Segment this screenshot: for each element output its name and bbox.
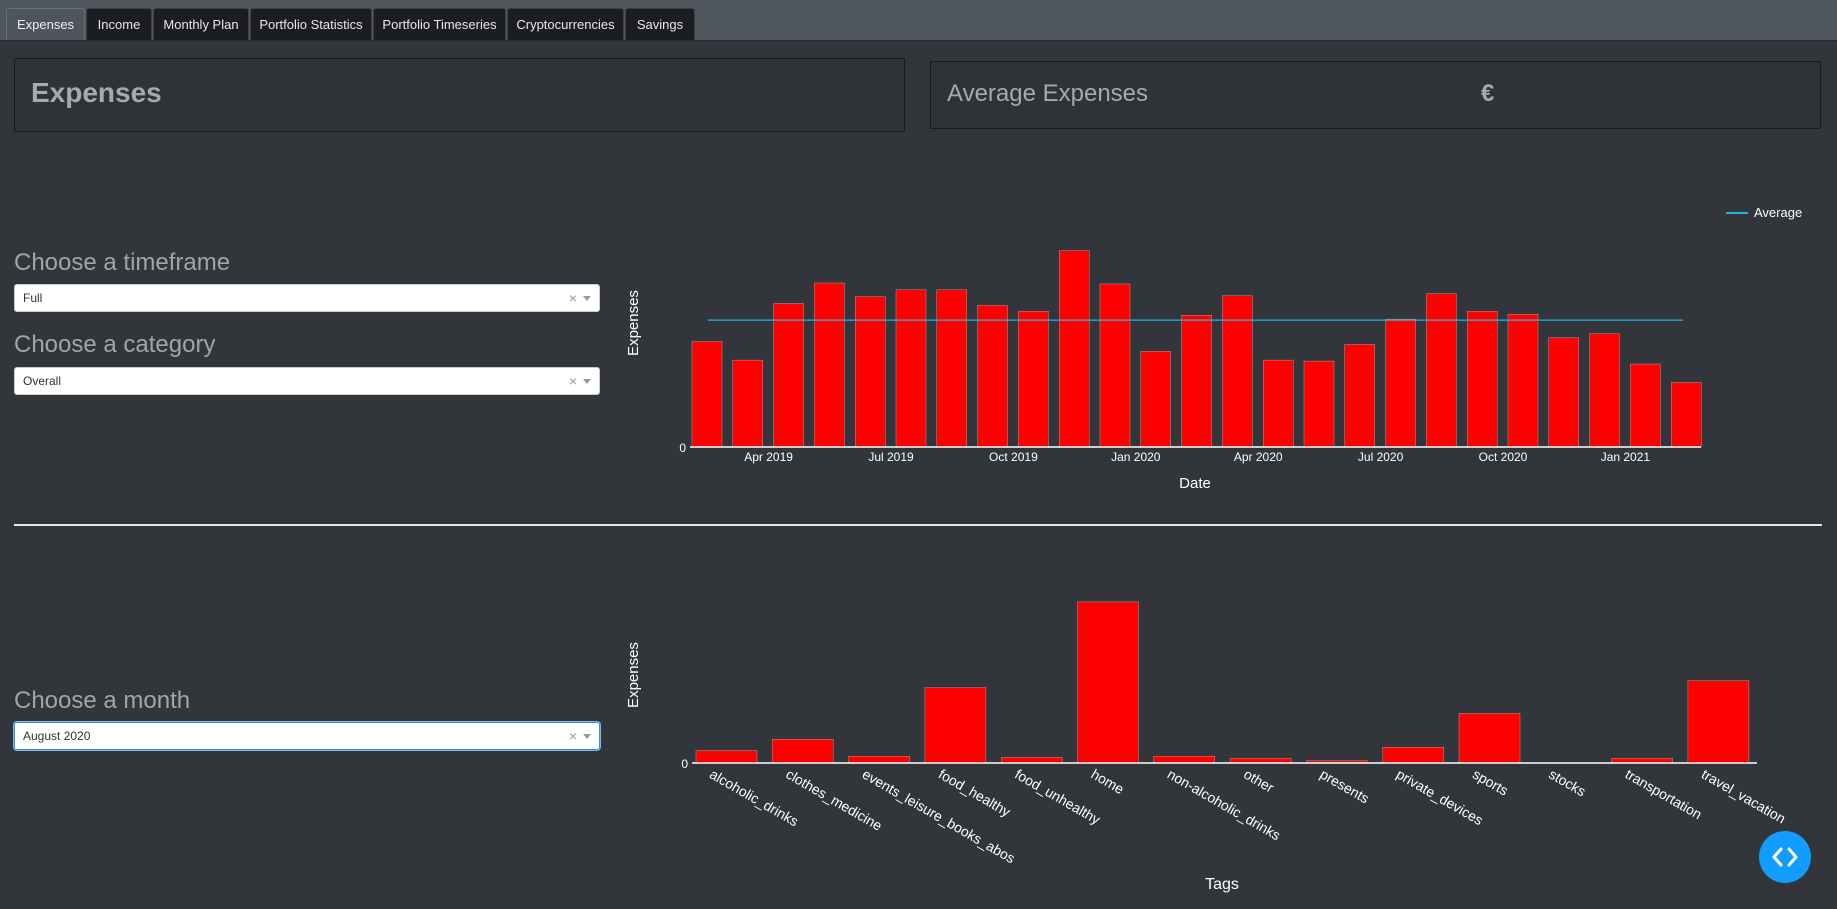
bar[interactable]	[854, 296, 886, 448]
average-expenses-label: Average Expenses	[947, 80, 1149, 107]
bar[interactable]	[1385, 318, 1416, 448]
close-icon[interactable]: ×	[568, 728, 577, 744]
expenses-timeseries-chart[interactable]: Expenses Date 0 Apr 2019 Jul 2019 Oct 2019…	[620, 195, 1820, 505]
expenses-by-tag-chart[interactable]: Expenses Tags 0 alcoholic_drinksclothes_…	[620, 585, 1820, 900]
bar[interactable]	[1687, 680, 1750, 764]
tab-cryptocurrencies[interactable]: Cryptocurrencies	[507, 8, 624, 40]
tab-monthly-plan[interactable]: Monthly Plan	[153, 8, 249, 40]
average-expenses-card: Average Expenses €	[930, 61, 1821, 129]
timeframe-label: Choose a timeframe	[14, 249, 231, 276]
timeframe-value: Full	[23, 291, 43, 305]
bar[interactable]	[1467, 311, 1498, 448]
bar[interactable]	[936, 289, 967, 448]
legend-item-average[interactable]: Average	[1754, 205, 1802, 220]
x-tick-label: Apr 2020	[1234, 450, 1283, 464]
bar[interactable]	[848, 756, 910, 764]
tab-income[interactable]: Income	[86, 8, 152, 40]
y-tick-label: 0	[679, 441, 686, 455]
month-value: August 2020	[23, 729, 91, 743]
bar[interactable]	[691, 341, 723, 448]
bar[interactable]	[1059, 250, 1090, 448]
bar[interactable]	[1458, 713, 1521, 764]
x-axis-label: Date	[1179, 475, 1211, 492]
bar[interactable]	[1222, 295, 1253, 448]
expenses-title-card: Expenses	[14, 58, 905, 132]
y-axis-label: Expenses	[625, 290, 642, 356]
x-tick-label: presents	[1317, 766, 1372, 807]
bar[interactable]	[1263, 359, 1294, 448]
bar[interactable]	[695, 750, 758, 764]
category-label: Choose a category	[14, 331, 216, 358]
code-toggle-button[interactable]	[1759, 831, 1811, 883]
bar[interactable]	[977, 305, 1008, 448]
x-tick-label: home	[1089, 766, 1128, 797]
x-tick-label: Apr 2019	[744, 450, 793, 464]
bar[interactable]	[895, 289, 927, 448]
x-axis-label: Tags	[1205, 876, 1239, 893]
tab-portfolio-timeseries[interactable]: Portfolio Timeseries	[373, 8, 506, 40]
x-tick-label: travel_vacation	[1699, 766, 1789, 827]
bar[interactable]	[1181, 315, 1212, 448]
bar[interactable]	[924, 687, 987, 764]
chevron-down-icon[interactable]	[583, 379, 591, 384]
category-value: Overall	[23, 374, 62, 388]
close-icon[interactable]: ×	[568, 290, 577, 306]
bar[interactable]	[1344, 344, 1375, 448]
chevron-down-icon[interactable]	[583, 734, 591, 739]
x-tick-label: Jul 2019	[868, 450, 914, 464]
y-axis-label: Expenses	[625, 642, 642, 708]
bar[interactable]	[1507, 314, 1539, 448]
timeframe-dropdown[interactable]: Full ×	[14, 284, 600, 312]
bar[interactable]	[1001, 757, 1063, 764]
bar[interactable]	[773, 303, 804, 448]
bar[interactable]	[1382, 747, 1444, 764]
tab-savings[interactable]: Savings	[625, 8, 695, 40]
bar[interactable]	[1077, 601, 1139, 764]
bar[interactable]	[772, 739, 834, 764]
tab-expenses[interactable]: Expenses	[6, 8, 85, 40]
month-label: Choose a month	[14, 687, 191, 714]
currency-symbol: €	[1481, 80, 1495, 107]
bar[interactable]	[1670, 382, 1702, 448]
bar[interactable]	[1018, 311, 1049, 448]
x-tick-label: Jul 2020	[1358, 450, 1404, 464]
x-tick-label: Oct 2019	[989, 450, 1038, 464]
tab-bar: Expenses Income Monthly Plan Portfolio S…	[0, 0, 1837, 41]
bar[interactable]	[1630, 363, 1661, 448]
bar[interactable]	[814, 282, 845, 448]
bar[interactable]	[1548, 337, 1579, 448]
bar[interactable]	[1140, 351, 1171, 448]
bar[interactable]	[1153, 756, 1215, 764]
x-tick-label: sports	[1470, 766, 1511, 799]
bar[interactable]	[1303, 360, 1335, 448]
x-tick-label: Jan 2021	[1601, 450, 1651, 464]
bar[interactable]	[732, 359, 764, 448]
x-tick-label: Oct 2020	[1479, 450, 1528, 464]
x-tick-label: other	[1241, 766, 1277, 796]
code-brackets-icon	[1772, 847, 1798, 867]
x-tick-label: food_unhealthy	[1012, 766, 1103, 828]
page-title: Expenses	[31, 77, 162, 108]
x-tick-label: Jan 2020	[1111, 450, 1161, 464]
bar[interactable]	[1099, 283, 1131, 448]
category-dropdown[interactable]: Overall ×	[14, 367, 600, 395]
section-divider	[14, 524, 1822, 526]
tab-portfolio-statistics[interactable]: Portfolio Statistics	[250, 8, 372, 40]
y-tick-label: 0	[681, 757, 688, 771]
chevron-down-icon[interactable]	[583, 296, 591, 301]
close-icon[interactable]: ×	[568, 373, 577, 389]
bar[interactable]	[1426, 293, 1457, 448]
x-tick-label: transportation	[1623, 766, 1705, 823]
bar[interactable]	[1589, 333, 1620, 448]
month-dropdown[interactable]: August 2020 ×	[14, 722, 600, 750]
x-tick-label: stocks	[1546, 766, 1588, 800]
